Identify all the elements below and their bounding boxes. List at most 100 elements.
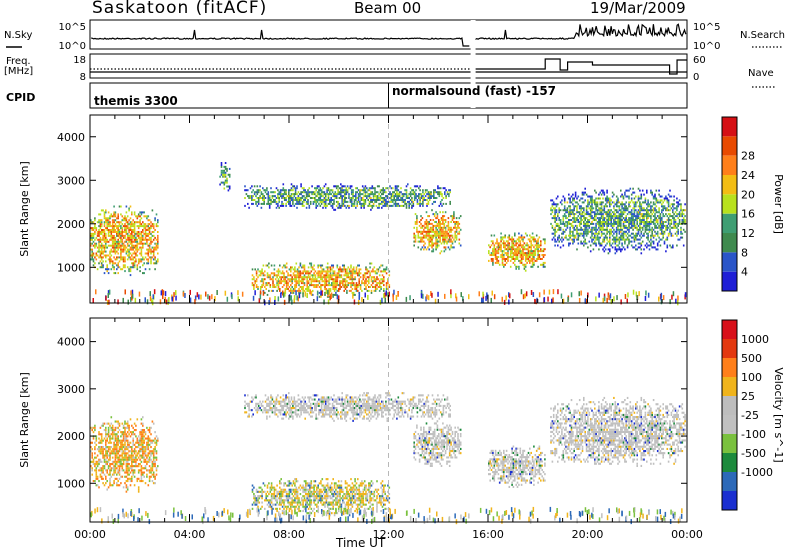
power-echo-cell [95, 242, 98, 245]
power-echo-cell [381, 202, 383, 205]
power-echo-cell [124, 248, 126, 251]
power-echo-cell [157, 236, 159, 239]
power-echo-cell [602, 238, 604, 241]
power-echo-cell [352, 291, 355, 294]
power-echo-cell [302, 288, 304, 290]
power-echo-cell [618, 201, 621, 204]
power-echo-cell [325, 270, 328, 273]
power-echo-cell [604, 205, 607, 208]
power-echo-cell [390, 187, 393, 190]
power-echo-cell [315, 187, 317, 190]
power-echo-cell [322, 191, 324, 194]
power-echo-cell [511, 236, 513, 239]
power-echo-cell [103, 246, 106, 249]
power-echo-cell [285, 266, 288, 269]
power-echo-cell [680, 230, 682, 233]
power-echo-cell [412, 200, 415, 203]
power-echo-cell [387, 282, 389, 285]
power-echo-cell [103, 229, 106, 231]
power-echo-cell [603, 240, 606, 243]
power-echo-cell [300, 276, 303, 279]
power-echo-cell [338, 202, 341, 205]
power-echo-cell [557, 195, 559, 198]
power-echo-cell [320, 284, 322, 287]
power-echo-cell [405, 204, 408, 207]
power-echo-cell [350, 264, 352, 267]
power-echo-cell [614, 252, 617, 255]
power-echo-cell [493, 254, 496, 256]
power-echo-cell [609, 238, 611, 241]
power-ground-cell [508, 292, 510, 298]
power-echo-cell [615, 199, 618, 202]
power-echo-cell [412, 189, 415, 192]
power-echo-cell [352, 268, 355, 271]
power-echo-cell [128, 207, 130, 210]
power-echo-cell [355, 289, 358, 292]
power-echo-cell [423, 228, 425, 231]
power-echo-cell [133, 227, 136, 230]
power-echo-cell [103, 240, 106, 243]
power-echo-cell [562, 215, 565, 218]
power-echo-cell [419, 197, 421, 199]
power-echo-cell [435, 211, 437, 214]
power-echo-cell [647, 213, 649, 216]
power-echo-cell [357, 189, 360, 192]
power-echo-cell [358, 268, 360, 271]
power-echo-cell [542, 238, 545, 241]
power-echo-cell [531, 258, 534, 260]
power-echo-cell [677, 203, 679, 206]
power-echo-cell [416, 199, 419, 201]
power-echo-cell [427, 197, 430, 199]
power-echo-cell [509, 265, 512, 268]
power-echo-cell [274, 195, 276, 198]
power-echo-cell [339, 282, 341, 285]
power-echo-cell [563, 199, 566, 202]
power-echo-cell [661, 224, 663, 227]
power-echo-cell [363, 199, 365, 201]
power-echo-cell [669, 222, 671, 225]
power-echo-cell [228, 173, 231, 176]
power-echo-cell [448, 228, 451, 231]
power-echo-cell [622, 222, 625, 225]
power-echo-cell [610, 232, 612, 235]
power-echo-cell [580, 197, 582, 200]
power-echo-cell [309, 197, 312, 199]
power-echo-cell [578, 228, 581, 231]
power-echo-cell [576, 205, 578, 208]
power-echo-cell [298, 270, 300, 273]
power-echo-cell [254, 280, 256, 283]
power-echo-cell [148, 248, 151, 251]
power-echo-cell [430, 197, 432, 199]
power-echo-cell [328, 274, 330, 277]
power-echo-cell [591, 203, 593, 206]
power-echo-cell [329, 276, 332, 279]
power-echo-cell [636, 226, 638, 229]
power-echo-cell [105, 260, 107, 263]
power-echo-cell [596, 232, 599, 235]
power-echo-cell [435, 240, 437, 243]
power-echo-cell [447, 221, 450, 223]
power-echo-cell [325, 291, 328, 294]
power-echo-cell [113, 213, 115, 216]
power-echo-cell [378, 199, 380, 201]
power-echo-cell [411, 189, 413, 192]
power-echo-cell [268, 197, 271, 199]
power-echo-cell [126, 238, 129, 241]
power-echo-cell [344, 193, 346, 196]
power-echo-cell [550, 222, 552, 225]
power-echo-cell [355, 187, 357, 190]
power-ground-cell [379, 299, 382, 305]
power-echo-cell [585, 242, 588, 245]
power-echo-cell [311, 191, 313, 194]
power-echo-cell [298, 288, 300, 290]
power-echo-cell [113, 250, 115, 253]
power-echo-cell [433, 224, 436, 227]
power-echo-cell [381, 280, 384, 283]
power-echo-cell [340, 183, 342, 186]
power-echo-cell [346, 268, 348, 271]
power-echo-cell [340, 197, 342, 199]
power-echo-cell [394, 187, 397, 190]
power-echo-cell [349, 197, 352, 199]
power-echo-cell [272, 284, 274, 287]
power-echo-cell [294, 289, 296, 292]
